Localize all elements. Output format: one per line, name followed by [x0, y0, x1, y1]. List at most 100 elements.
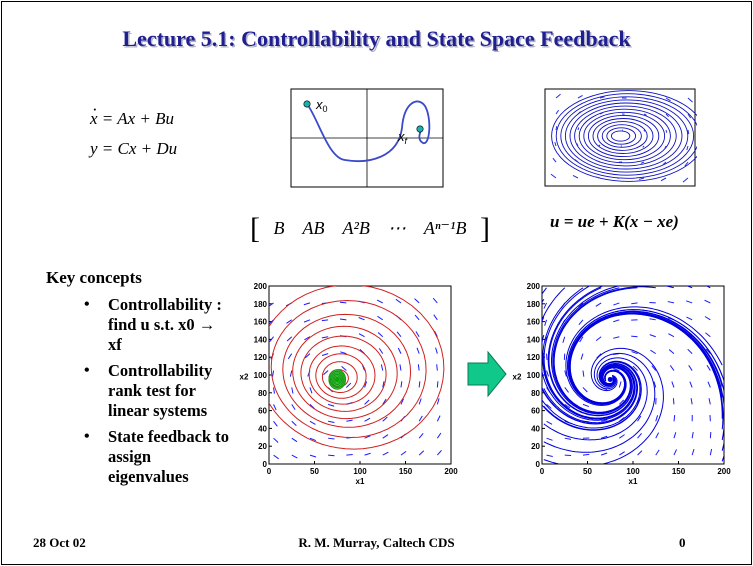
spiral-vector: [643, 97, 649, 100]
reachability-diagram: x0 xf: [290, 88, 444, 188]
spiral-ring: [587, 114, 660, 158]
field-vector: [289, 370, 293, 377]
orbit-curve: [315, 353, 367, 399]
field-vector: [619, 434, 625, 439]
field-vector: [562, 336, 566, 343]
field-vector: [544, 319, 548, 326]
field-vector: [686, 316, 693, 321]
field-vector: [291, 420, 297, 426]
key-concepts-list: Controllability : find u s.t. x0 → xf Co…: [80, 295, 230, 493]
spiral-vector: [599, 96, 605, 99]
field-vector: [667, 301, 675, 304]
field-vector: [436, 364, 438, 371]
field-vector: [595, 336, 602, 341]
field-vector: [668, 333, 675, 338]
y-tick-label: 20: [531, 442, 540, 451]
field-vector: [414, 314, 420, 321]
trajectory-curve: [543, 357, 648, 441]
spiral-ring: [564, 99, 689, 173]
field-vector: [339, 318, 347, 321]
x-tick-label: 0: [540, 467, 545, 476]
y-tick-label: 100: [254, 371, 268, 380]
open-loop-phase-portrait: 0 50 100 150 200 0 20 40 60 80 100 120 140 160 180 200 x…: [240, 282, 459, 486]
inner-orbit: [333, 375, 341, 384]
y-tick-label: 60: [531, 407, 540, 416]
spiral-vector: [577, 127, 580, 131]
footer-date: 28 Oct 02: [33, 535, 86, 550]
key-concept-item: State feedback to assign eigenvalues: [80, 427, 230, 487]
field-vector: [436, 432, 442, 439]
field-vector: [291, 437, 298, 443]
y-tick-label: 160: [254, 318, 268, 327]
spiral-vector: [643, 129, 646, 132]
field-vector: [286, 319, 293, 324]
spiral-vector: [664, 145, 667, 149]
field-vector: [364, 417, 371, 422]
field-vector: [273, 437, 279, 443]
spiral-ring: [597, 121, 648, 151]
orbit-curve: [269, 286, 445, 450]
y-tick-label: 120: [527, 353, 541, 362]
field-vector: [564, 403, 571, 409]
orbit-curve: [270, 299, 427, 439]
y-tick-label: 0: [263, 460, 268, 469]
spiral-vector: [555, 109, 560, 115]
spiral-vector: [577, 111, 581, 115]
field-vector: [613, 336, 620, 339]
field-vector: [304, 336, 311, 341]
spiral-vector: [638, 177, 645, 180]
x-tick-label: 150: [399, 467, 413, 476]
field-vector: [672, 398, 675, 405]
field-vector: [618, 399, 625, 405]
spiral-ring: [583, 111, 666, 161]
field-vector: [582, 403, 590, 408]
y-tick-label: 200: [527, 282, 541, 291]
field-vector: [649, 334, 656, 338]
spiral-vector: [687, 129, 690, 135]
field-vector: [399, 364, 402, 371]
spiral-vector: [555, 126, 558, 131]
spiral-vector: [684, 161, 689, 167]
slide-title: Lecture 5.1: Controllability and State S…: [122, 26, 631, 51]
matrix-entries: B AB A²B ⋯ Aⁿ⁻¹B: [265, 218, 476, 238]
trajectory-curve: [543, 352, 656, 453]
field-vector: [321, 319, 329, 322]
spiral-vector: [599, 128, 602, 131]
field-vector: [400, 398, 404, 405]
field-vector: [618, 381, 622, 388]
field-vector: [637, 433, 642, 439]
field-vector: [377, 315, 384, 321]
field-vector: [582, 453, 590, 456]
x-axis-label: x1: [629, 477, 638, 486]
field-vector: [689, 381, 693, 388]
x-tick-label: 100: [353, 467, 367, 476]
arrow-shape: [467, 350, 507, 398]
field-vector: [655, 432, 660, 439]
y-tick-label: 200: [254, 282, 268, 291]
orbit-curve: [308, 345, 376, 405]
field-vector: [364, 381, 368, 388]
field-vector: [631, 335, 638, 338]
plot-content: [542, 286, 724, 464]
field-vector: [582, 370, 585, 377]
spiral-vector: [665, 97, 671, 102]
spiral-vector: [643, 113, 647, 116]
spiral-vector: [640, 161, 645, 164]
field-vector: [705, 332, 711, 338]
field-vector: [564, 437, 572, 440]
trajectory-curve: [543, 347, 664, 464]
spiral-rings: [550, 90, 697, 183]
field-vector: [321, 353, 329, 356]
y-axis-label: x2: [240, 372, 249, 381]
y-tick-label: 80: [258, 389, 267, 398]
y-tick-label: 180: [254, 300, 268, 309]
spiral-vector: [550, 173, 557, 179]
field-vector: [637, 415, 642, 422]
field-vector: [309, 420, 316, 425]
orbit-curve: [282, 313, 412, 428]
field-vector: [382, 434, 389, 439]
field-vector: [579, 336, 584, 343]
field-vector: [378, 348, 384, 354]
field-vector: [380, 364, 384, 371]
